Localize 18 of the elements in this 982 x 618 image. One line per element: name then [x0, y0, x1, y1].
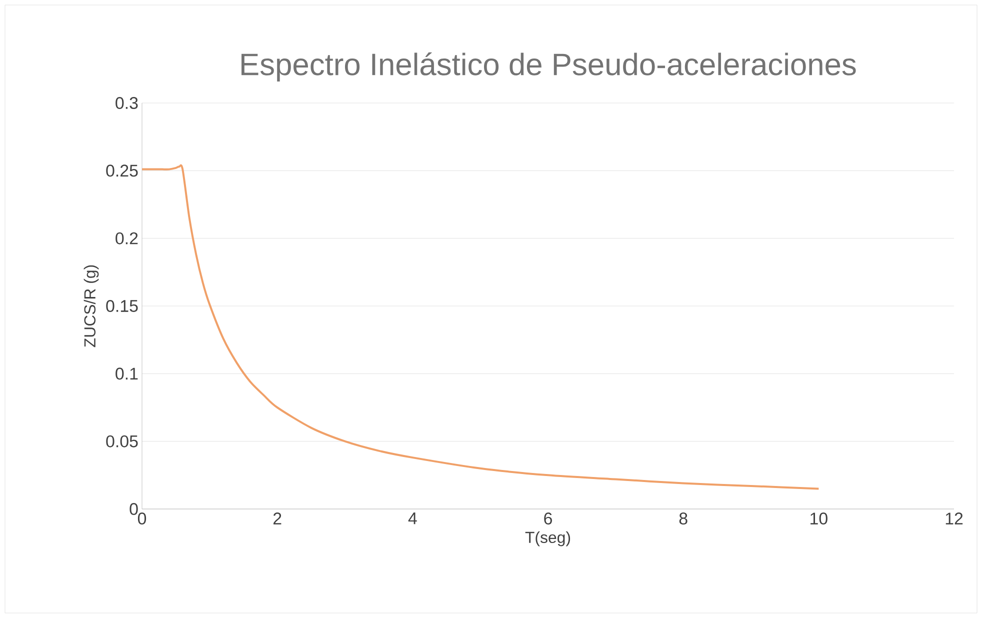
y-tick-label: 0.3 — [116, 97, 138, 109]
x-tick-label: 8 — [679, 512, 688, 525]
y-tick-label: 0.2 — [116, 232, 138, 244]
y-tick-label: 0.15 — [106, 300, 138, 312]
x-tick-label: 4 — [408, 512, 417, 524]
x-tick-label: 12 — [946, 512, 963, 524]
y-tick-label: 0.1 — [116, 368, 138, 380]
y-tick-label: 0.25 — [106, 164, 138, 177]
x-tick-label: 10 — [810, 512, 828, 525]
y-tick-label: 0.05 — [106, 435, 138, 448]
chart-title: Espectro Inelástico de Pseudo-aceleraciones — [242, 52, 856, 82]
y-axis-title: ZUCS/R (g) — [84, 265, 99, 348]
x-tick-label: 6 — [544, 512, 552, 525]
line-series — [142, 166, 820, 490]
x-tick-label: 0 — [138, 512, 146, 525]
x-axis-title: T(seg) — [525, 531, 570, 546]
x-tick-label: 2 — [273, 512, 282, 524]
y-tick-label: 0 — [130, 503, 138, 515]
